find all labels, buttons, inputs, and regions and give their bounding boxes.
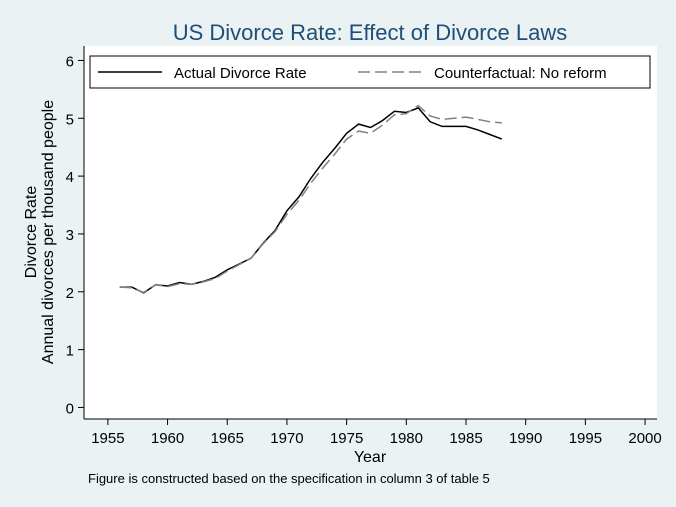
plot-area bbox=[84, 46, 657, 419]
y-tick-label: 2 bbox=[66, 285, 74, 302]
legend: Actual Divorce Rate Counterfactual: No r… bbox=[89, 55, 651, 89]
x-tick-label: 1980 bbox=[390, 430, 423, 447]
y-tick-label: 4 bbox=[66, 169, 74, 186]
x-tick-label: 1985 bbox=[449, 430, 482, 447]
x-tick-label: 1960 bbox=[151, 430, 184, 447]
x-axis-label: Year bbox=[354, 449, 387, 466]
x-tick-label: 1990 bbox=[509, 430, 542, 447]
y-tick-label: 0 bbox=[66, 400, 74, 417]
y-axis-label-line1: Divorce Rate bbox=[23, 186, 40, 279]
series-layer bbox=[119, 104, 503, 294]
chart-title: US Divorce Rate: Effect of Divorce Laws bbox=[173, 20, 568, 45]
legend-label-actual: Actual Divorce Rate bbox=[174, 65, 307, 82]
legend-label-counterfactual: Counterfactual: No reform bbox=[434, 65, 607, 82]
x-tick-label: 2000 bbox=[628, 430, 661, 447]
y-tick-label: 5 bbox=[66, 111, 74, 128]
y-tick-label: 6 bbox=[66, 53, 74, 70]
y-axis-label-line2: Annual divorces per thousand people bbox=[40, 100, 57, 364]
y-tick-label: 3 bbox=[66, 227, 74, 244]
x-tick-label: 1970 bbox=[270, 430, 303, 447]
x-tick-label: 1995 bbox=[569, 430, 602, 447]
y-tick-label: 1 bbox=[66, 343, 74, 360]
x-tick-label: 1965 bbox=[211, 430, 244, 447]
x-tick-label: 1975 bbox=[330, 430, 363, 447]
figure-note: Figure is constructed based on the speci… bbox=[88, 471, 490, 486]
x-tick-label: 1955 bbox=[91, 430, 124, 447]
series-line-counterfactual bbox=[119, 104, 502, 294]
axes: 0 1 2 3 4 5 6 1955 1960 1965 1970 1975 1980 1985 1990 1… bbox=[66, 46, 662, 447]
series-line-actual bbox=[119, 107, 503, 294]
